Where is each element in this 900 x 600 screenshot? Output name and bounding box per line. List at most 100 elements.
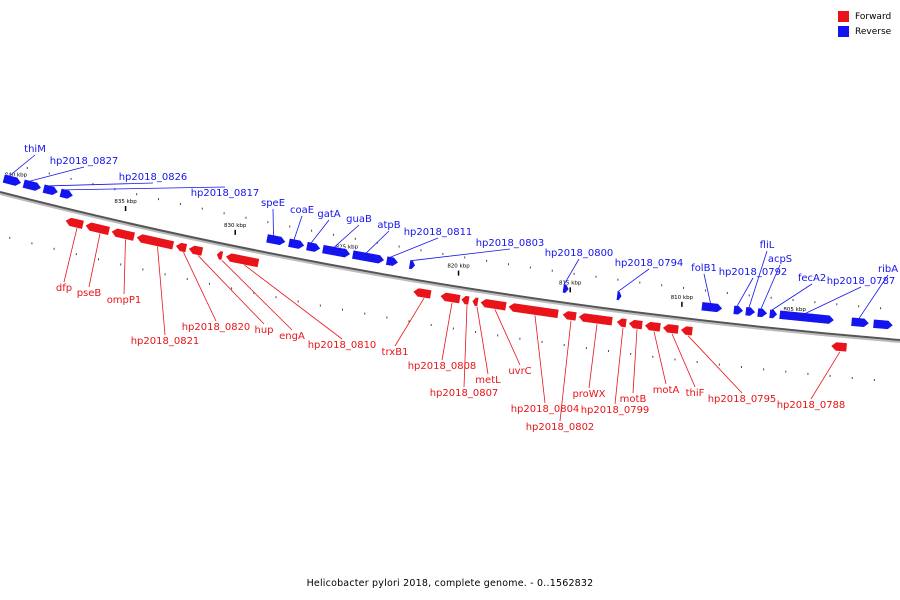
forward-gene-arrow	[188, 245, 204, 257]
forward-gene-leader	[157, 246, 166, 336]
reverse-gene-arrow	[872, 318, 894, 330]
forward-gene-leader	[534, 315, 546, 404]
legend-swatch-forward	[838, 11, 849, 22]
backbone-shadow	[0, 193, 900, 343]
forward-gene-label: hp2018_0802	[526, 422, 595, 433]
forward-gene-label: ompP1	[107, 295, 142, 306]
reverse-gene-arrow	[700, 301, 724, 313]
figure-caption: Helicobacter pylori 2018, complete genom…	[306, 578, 594, 589]
forward-gene-arrow	[412, 287, 433, 300]
forward-gene-leader	[810, 351, 841, 400]
forward-gene-label: motA	[653, 385, 680, 396]
scale-label: 820 kbp	[447, 264, 470, 270]
forward-gene-label: metL	[475, 375, 501, 386]
reverse-gene-leader	[617, 268, 650, 293]
forward-gene-arrow	[830, 341, 848, 353]
forward-gene-leader	[463, 305, 468, 388]
forward-gene-label: hp2018_0821	[131, 336, 200, 347]
reverse-gene-label: hp2018_0787	[827, 276, 896, 287]
reverse-gene-leader	[310, 219, 330, 244]
scale-label: 840 kbp	[5, 173, 28, 179]
scale-label: 825 kbp	[336, 244, 359, 250]
forward-gene-arrow	[479, 298, 508, 312]
forward-gene-leader	[494, 309, 521, 366]
reverse-gene-leader	[8, 154, 36, 177]
backbone-line	[0, 191, 900, 341]
forward-gene-label: motB	[620, 394, 647, 405]
forward-gene-label: hp2018_0808	[408, 361, 477, 372]
reverse-gene-leader	[748, 250, 768, 308]
legend-item-forward: Forward	[838, 9, 891, 24]
forward-gene-label: hp2018_0820	[182, 322, 251, 333]
forward-gene-arrow	[225, 252, 260, 268]
reverse-gene-leader	[736, 277, 754, 307]
forward-gene-arrow	[64, 217, 85, 230]
reverse-gene-label: gatA	[317, 209, 340, 220]
reverse-gene-label: coaE	[290, 205, 314, 216]
forward-gene-leader	[123, 239, 126, 295]
forward-gene-label: engA	[279, 331, 305, 342]
reverse-gene-label: hp2018_0803	[476, 238, 545, 249]
reverse-gene-arrow	[744, 306, 756, 317]
reverse-gene-arrow	[778, 309, 835, 325]
reverse-gene-arrow	[321, 244, 351, 259]
scale-label: 805 kbp	[783, 307, 806, 313]
forward-gene-arrow	[662, 323, 680, 335]
reverse-gene-arrow	[385, 255, 399, 267]
forward-gene-arrow	[577, 312, 614, 327]
reverse-gene-leader	[563, 258, 580, 285]
reverse-gene-arrow	[561, 283, 570, 294]
reverse-gene-leader	[333, 224, 360, 248]
reverse-gene-leader	[365, 230, 390, 254]
reverse-gene-arrow	[351, 249, 385, 265]
forward-gene-label: hp2018_0795	[708, 394, 777, 405]
legend-label-reverse: Reverse	[855, 26, 892, 37]
reverse-gene-arrow	[850, 316, 870, 328]
reverse-gene-arrow	[756, 307, 768, 318]
forward-gene-leader	[88, 233, 101, 288]
reverse-gene-leader	[272, 208, 274, 236]
reverse-gene-arrow	[1, 173, 22, 187]
reverse-gene-arrow	[732, 304, 744, 316]
reverse-gene-leader	[293, 215, 303, 240]
forward-gene-leader	[614, 327, 624, 405]
reverse-gene-arrow	[21, 178, 42, 192]
forward-gene-leader	[441, 302, 453, 361]
legend: Forward Reverse	[838, 9, 891, 39]
reverse-gene-leader	[760, 264, 781, 310]
reverse-gene-label: hp2018_0826	[119, 172, 188, 183]
forward-gene-arrow	[84, 221, 111, 236]
reverse-gene-label: hp2018_0817	[191, 188, 260, 199]
forward-gene-leader	[476, 306, 489, 375]
forward-gene-label: hp2018_0799	[581, 405, 650, 416]
forward-gene-arrow	[471, 296, 480, 307]
legend-swatch-reverse	[838, 26, 849, 37]
forward-gene-leader	[244, 264, 343, 340]
reverse-gene-leader	[47, 182, 154, 187]
forward-gene-leader	[394, 297, 425, 347]
reverse-gene-label: thiM	[24, 144, 46, 155]
forward-gene-label: hup	[254, 325, 273, 336]
forward-gene-label: pseB	[77, 288, 102, 299]
scale-label: 810 kbp	[671, 295, 694, 301]
reverse-gene-label: hp2018_0827	[50, 156, 119, 167]
reverse-gene-leader	[63, 186, 226, 191]
reverse-gene-label: atpB	[377, 220, 400, 231]
legend-label-forward: Forward	[855, 11, 892, 22]
forward-gene-arrow	[615, 317, 628, 328]
reverse-gene-label: hp2018_0792	[719, 267, 788, 278]
reverse-gene-arrow	[287, 237, 306, 250]
forward-gene-leader	[183, 252, 217, 322]
forward-gene-arrow	[110, 227, 136, 242]
reverse-gene-label: guaB	[346, 214, 372, 225]
reverse-gene-label: hp2018_0794	[615, 258, 684, 269]
forward-gene-arrow	[460, 295, 471, 306]
forward-gene-arrow	[507, 302, 560, 319]
forward-gene-label: hp2018_0810	[308, 340, 377, 351]
reverse-gene-leader	[858, 274, 889, 319]
forward-gene-arrow	[439, 292, 462, 305]
reverse-gene-label: acpS	[768, 254, 792, 265]
forward-gene-label: trxB1	[382, 347, 409, 358]
forward-gene-arrow	[175, 242, 188, 253]
